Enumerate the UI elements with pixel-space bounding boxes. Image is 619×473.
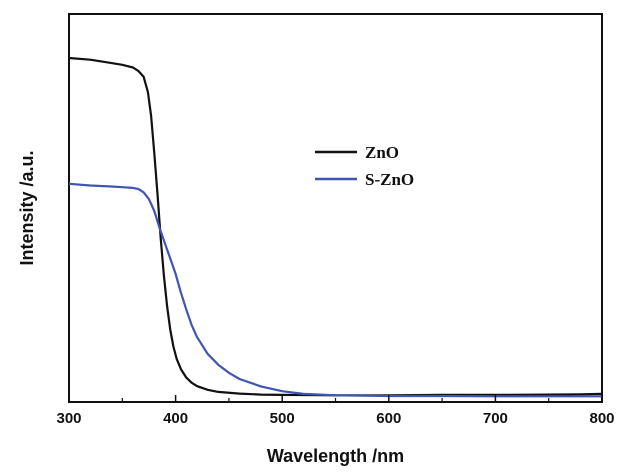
x-tick-label: 700 bbox=[483, 410, 508, 427]
series-line-zno bbox=[68, 56, 603, 397]
series-layer bbox=[68, 56, 603, 398]
plot-frame bbox=[68, 13, 603, 403]
x-tick-label: 400 bbox=[163, 410, 188, 427]
x-axis-title: Wavelength /nm bbox=[267, 446, 404, 466]
legend-label: ZnO bbox=[365, 143, 399, 162]
x-tick-label: 800 bbox=[589, 410, 614, 427]
x-tick-label: 600 bbox=[376, 410, 401, 427]
plot-area bbox=[68, 13, 603, 403]
x-ticks: 300 400 500 600 700 800 bbox=[56, 395, 615, 427]
x-tick-label: 300 bbox=[56, 410, 81, 427]
y-axis-title: Intensity /a.u. bbox=[17, 150, 37, 265]
x-tick-label: 500 bbox=[270, 410, 295, 427]
legend-label: S-ZnO bbox=[365, 170, 414, 189]
legend: ZnO S-ZnO bbox=[315, 143, 414, 189]
series-line-s-zno bbox=[68, 182, 602, 398]
